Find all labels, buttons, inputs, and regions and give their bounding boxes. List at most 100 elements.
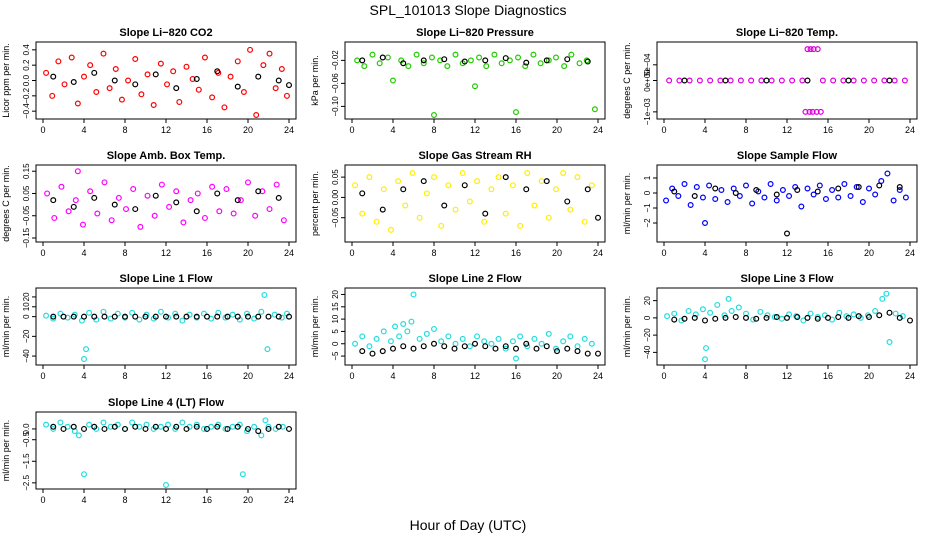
data-point-black <box>60 313 67 320</box>
data-point <box>706 182 713 189</box>
data-point <box>273 181 280 188</box>
data-point <box>537 60 544 67</box>
data-point-black <box>564 345 571 352</box>
data-point-black <box>400 60 407 67</box>
data-point-black <box>492 345 499 352</box>
data-point <box>157 423 164 430</box>
data-point-black <box>420 57 427 64</box>
data-point <box>799 77 806 84</box>
data-point-black <box>523 59 530 66</box>
data-point <box>230 210 237 217</box>
data-point <box>229 311 236 318</box>
y-tick-label: 0.2 <box>22 59 31 71</box>
data-point-black <box>359 57 366 64</box>
y-tick-label: −0.05 <box>22 205 31 226</box>
data-point <box>431 174 438 181</box>
data-point <box>278 314 285 321</box>
data-point <box>43 69 50 76</box>
data-point-black <box>214 313 221 320</box>
data-point-black <box>255 313 262 320</box>
data-point <box>86 309 93 316</box>
data-point-black <box>420 343 427 350</box>
data-point <box>136 316 143 323</box>
data-point <box>445 333 452 340</box>
data-point-black <box>80 425 87 432</box>
data-point <box>136 423 143 430</box>
data-point-black <box>584 58 591 65</box>
data-point-black <box>245 425 252 432</box>
data-point <box>402 202 409 209</box>
data-point <box>757 308 764 315</box>
data-point <box>50 425 57 432</box>
data-point <box>567 206 574 213</box>
data-point-black <box>111 77 118 84</box>
data-point <box>452 340 459 347</box>
x-tick-label: 20 <box>552 248 562 258</box>
data-point <box>264 346 271 353</box>
data-point <box>79 221 86 228</box>
data-point-black <box>255 428 262 435</box>
x-tick-label: 0 <box>40 371 45 381</box>
y-tick-label: 0.00 <box>331 189 340 205</box>
panel-10: Slope Line 4 (LT) Flow ml/min per min. 0 4 8… <box>1 397 297 505</box>
data-point-black <box>681 77 688 84</box>
data-point-black <box>865 314 872 321</box>
x-tick-label: 8 <box>743 125 748 135</box>
data-point <box>474 333 481 340</box>
x-tick-label: 24 <box>905 248 915 258</box>
data-point-black <box>671 188 678 195</box>
data-point-black <box>173 423 180 430</box>
x-tick-label: 4 <box>81 495 86 505</box>
data-point <box>376 60 383 67</box>
data-point <box>243 310 250 317</box>
x-tick-label: 16 <box>511 125 521 135</box>
data-point <box>87 62 94 69</box>
data-point-black <box>275 423 282 430</box>
data-point <box>693 184 700 191</box>
data-point-black <box>681 315 688 322</box>
data-point <box>410 291 417 298</box>
data-point <box>112 65 119 72</box>
data-point <box>409 170 416 177</box>
data-point <box>891 77 898 84</box>
data-point-black <box>173 313 180 320</box>
data-point <box>201 214 208 221</box>
x-tick-label: 0 <box>349 125 354 135</box>
data-point-black <box>512 345 519 352</box>
data-point <box>55 58 62 65</box>
data-point-black <box>671 316 678 323</box>
data-point <box>495 174 502 181</box>
data-point <box>531 202 538 209</box>
data-point <box>467 57 474 64</box>
data-point-black <box>482 343 489 350</box>
data-point <box>663 197 670 204</box>
data-point <box>804 46 811 53</box>
x-tick-label: 20 <box>243 125 253 135</box>
x-tick-label: 24 <box>593 125 603 135</box>
panel-7: Slope Line 1 Flow ml/min per min. 0 4 8 12 16 2… <box>1 273 297 381</box>
data-point-black <box>502 343 509 350</box>
data-point <box>223 186 230 193</box>
data-point <box>512 355 519 362</box>
plot-frame <box>656 287 918 366</box>
y-tick-label: −0.05 <box>331 207 340 228</box>
data-point-black <box>472 340 479 347</box>
plot-frame <box>35 287 297 366</box>
data-point <box>581 218 588 225</box>
x-tick-label: 8 <box>743 371 748 381</box>
y-tick-label: 0e+00 <box>643 69 652 92</box>
x-tick-label: 24 <box>593 248 603 258</box>
data-point <box>481 218 488 225</box>
data-point <box>552 54 559 61</box>
data-point <box>822 196 829 203</box>
panel-4: Slope Amb. Box Temp. degrees C per min. 0 4… <box>1 150 297 258</box>
data-point <box>94 210 101 217</box>
data-point <box>749 200 756 207</box>
data-point-black <box>722 77 729 84</box>
data-point <box>107 423 114 430</box>
panel-title: Slope Amb. Box Temp. <box>107 150 226 162</box>
y-axis-label: ml/min per min. <box>622 296 632 358</box>
data-point <box>359 333 366 340</box>
data-point <box>57 419 64 426</box>
data-point <box>545 330 552 337</box>
